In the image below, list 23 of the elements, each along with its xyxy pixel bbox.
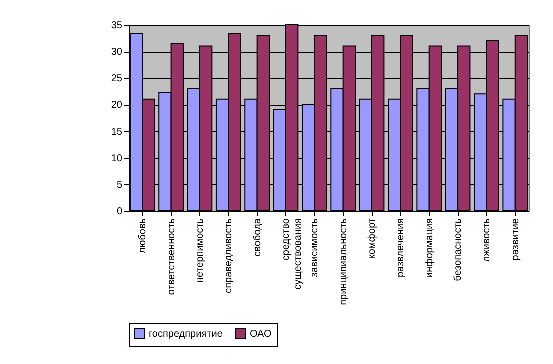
y-tick-label: 20 [111,100,123,112]
x-tick-label: любовь [138,218,149,254]
legend-label: госпредприятие [149,328,224,340]
x-tick-label: свобода [252,218,264,257]
x-tick-label: лживость [482,218,493,262]
x-tick-label: информация [424,218,436,278]
x-tick-label: ответственность [166,218,178,296]
x-tick-label: зависимость [310,218,321,278]
y-tick-label: 25 [111,74,123,85]
y-tick-label: 35 [111,20,123,32]
x-tick-label: развлечения [396,218,407,278]
legend-label: ОАО [250,328,272,340]
y-tick-label: 0 [116,206,123,218]
y-tick-label: 10 [111,153,123,164]
y-tick-label: 15 [111,126,123,138]
x-tick-label: комфорт [367,218,378,260]
x-tick-label: принципиальность [338,218,350,306]
y-tick-label: 30 [111,47,123,58]
x-tick-label: безопасность [453,218,464,282]
y-tick-label: 5 [116,180,123,191]
x-tick-label: развитие [510,218,522,261]
x-tick-label: справедливость [224,218,235,294]
x-tick-label: нетерпимость [194,218,206,284]
